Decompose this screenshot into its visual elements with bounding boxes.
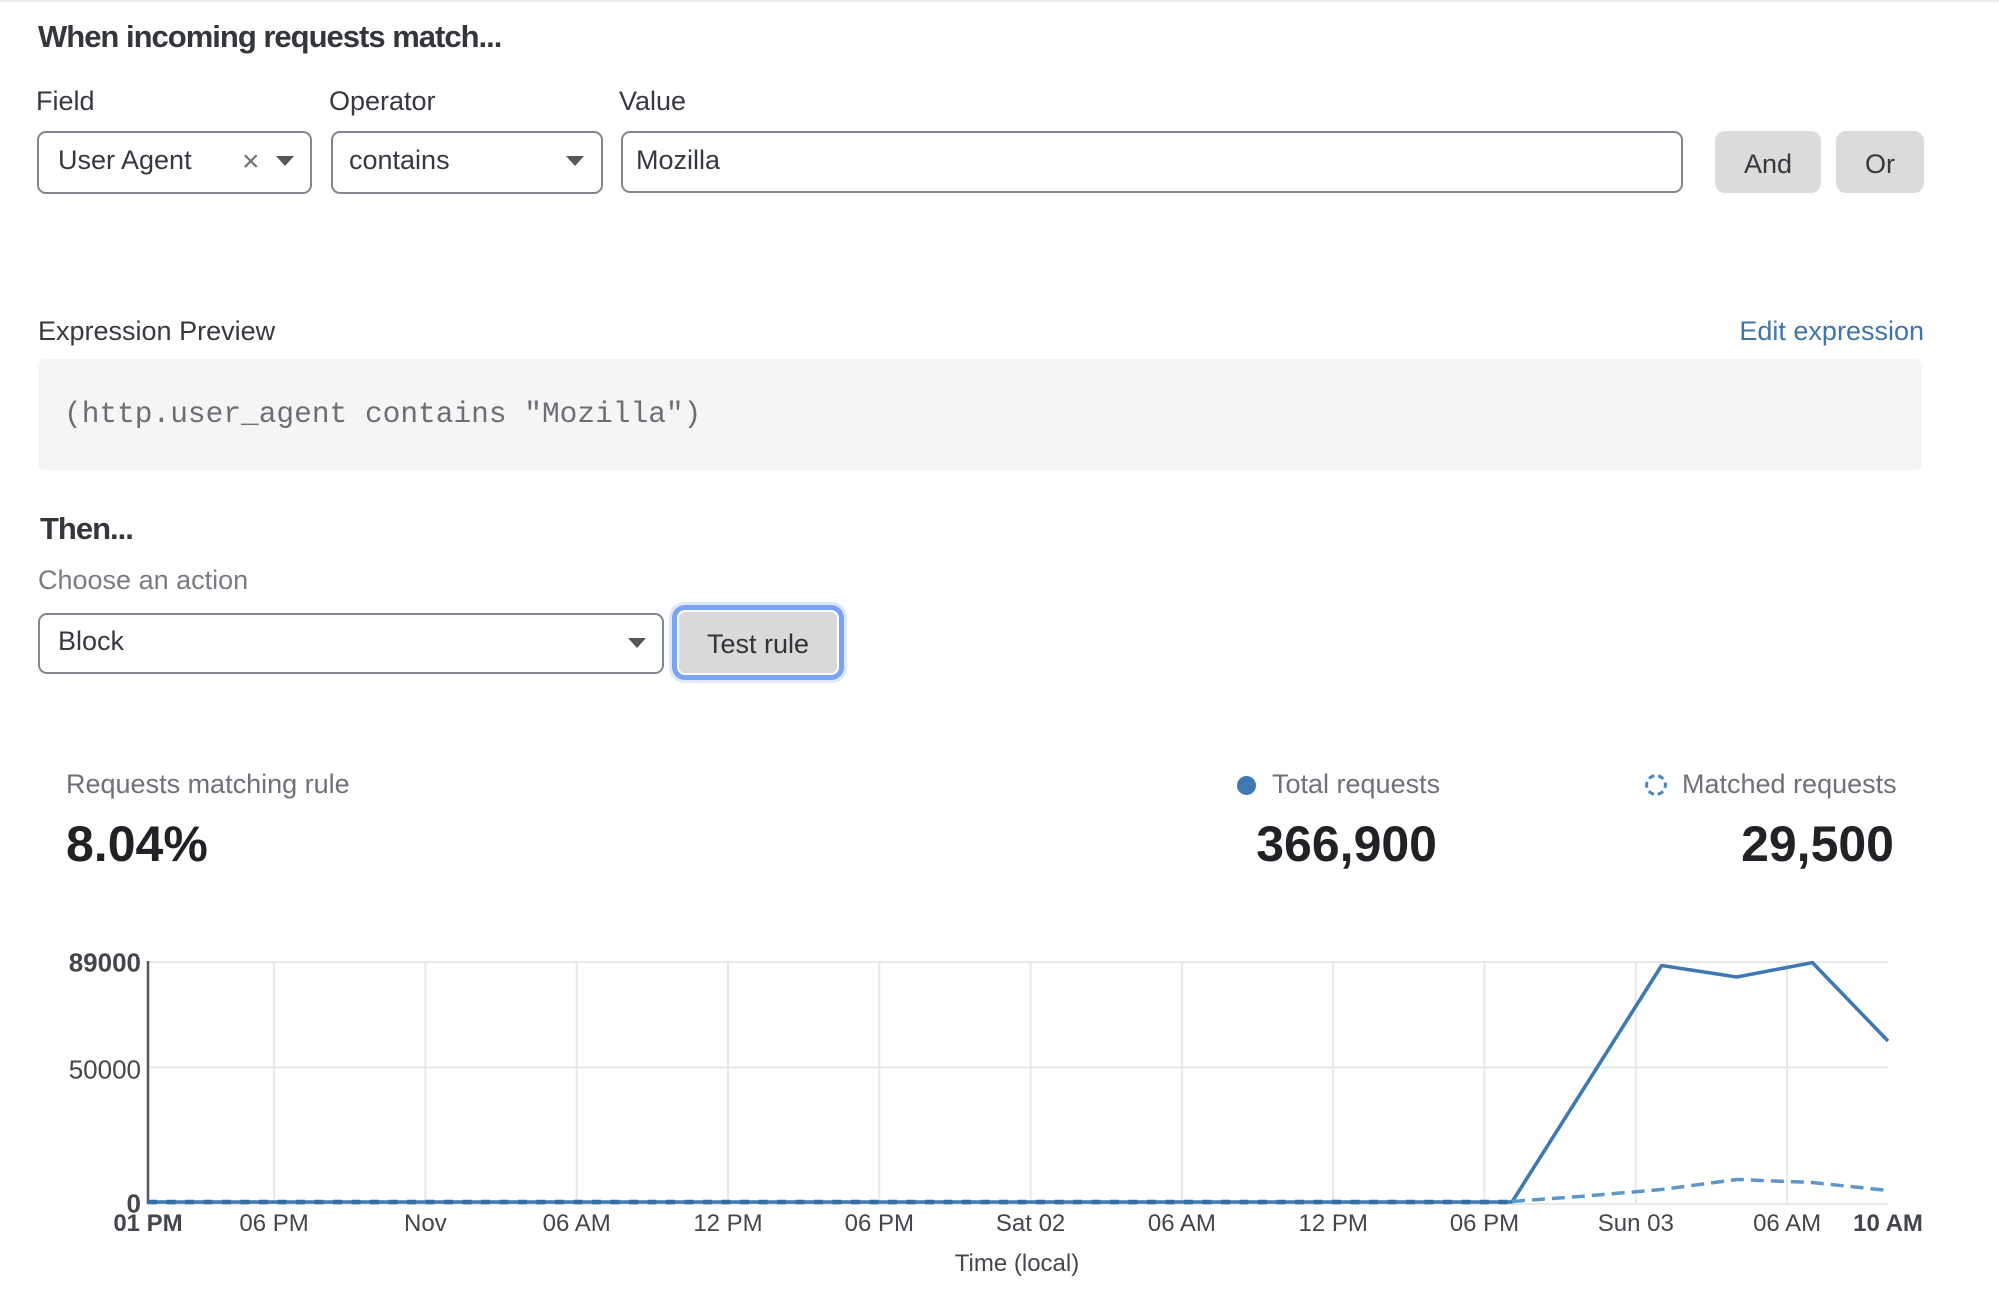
svg-text:50000: 50000 (69, 1055, 141, 1085)
svg-text:10 AM: 10 AM (1853, 1210, 1923, 1237)
svg-text:06 PM: 06 PM (239, 1210, 308, 1237)
svg-text:Nov: Nov (404, 1210, 447, 1237)
svg-text:12 PM: 12 PM (693, 1210, 762, 1237)
svg-text:06 PM: 06 PM (845, 1210, 914, 1237)
svg-text:Sat 02: Sat 02 (996, 1210, 1065, 1237)
svg-text:Sun 03: Sun 03 (1598, 1210, 1674, 1237)
svg-text:06 PM: 06 PM (1450, 1210, 1519, 1237)
svg-text:12 PM: 12 PM (1299, 1210, 1368, 1237)
svg-text:89000: 89000 (69, 948, 141, 978)
svg-text:06 AM: 06 AM (543, 1210, 611, 1237)
svg-text:0: 0 (127, 1189, 141, 1219)
svg-text:06 AM: 06 AM (1148, 1210, 1216, 1237)
svg-text:01 PM: 01 PM (113, 1210, 182, 1237)
svg-text:06 AM: 06 AM (1753, 1210, 1821, 1237)
svg-text:Time (local): Time (local) (955, 1250, 1079, 1277)
